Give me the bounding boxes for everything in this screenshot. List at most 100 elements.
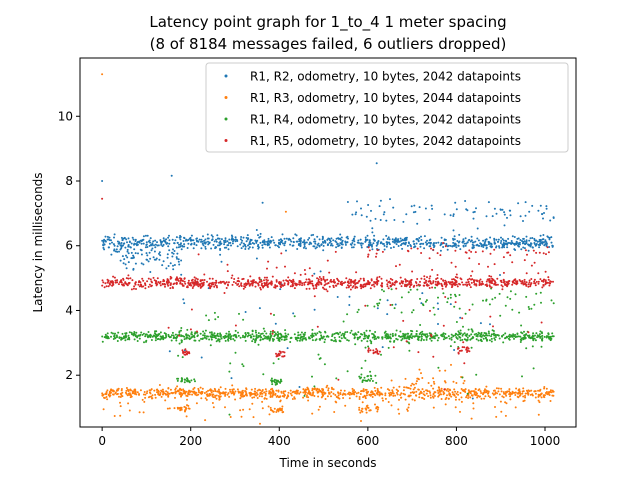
data-point: [316, 325, 319, 328]
data-point: [378, 391, 381, 394]
legend-marker: [224, 117, 228, 121]
data-point: [361, 242, 364, 245]
data-point: [261, 244, 264, 247]
data-point: [425, 336, 428, 339]
data-point: [328, 271, 331, 274]
data-point: [366, 340, 369, 343]
data-point: [268, 339, 271, 342]
data-point: [215, 285, 218, 287]
data-point: [387, 236, 390, 239]
data-point: [382, 213, 385, 216]
data-point: [153, 244, 155, 247]
data-point: [407, 406, 410, 409]
data-point: [421, 330, 424, 333]
data-point: [154, 396, 157, 399]
data-point: [185, 390, 188, 393]
data-point: [215, 340, 218, 343]
data-point: [217, 338, 220, 341]
data-point: [390, 288, 393, 291]
data-point: [432, 392, 435, 395]
data-point: [146, 254, 149, 257]
data-point: [113, 276, 116, 279]
data-point: [128, 393, 131, 396]
data-point: [484, 337, 487, 340]
data-point: [318, 281, 321, 284]
data-point: [408, 394, 411, 397]
data-point: [452, 213, 455, 216]
data-point: [237, 331, 239, 334]
data-point: [150, 284, 153, 287]
data-point: [154, 243, 157, 246]
data-point: [475, 284, 478, 287]
data-point: [239, 394, 242, 397]
data-point: [251, 396, 254, 399]
data-point: [545, 253, 547, 256]
data-point: [104, 333, 107, 336]
data-point: [303, 337, 306, 340]
data-point: [124, 339, 127, 342]
data-point: [112, 332, 114, 335]
data-point: [357, 239, 360, 242]
data-point: [259, 334, 262, 337]
data-point: [231, 242, 234, 245]
data-point: [283, 282, 286, 285]
data-point: [351, 242, 354, 244]
data-point: [401, 282, 404, 285]
data-point: [531, 334, 534, 337]
data-point: [334, 284, 337, 287]
data-point: [196, 335, 199, 338]
data-point: [537, 282, 540, 285]
data-point: [219, 243, 222, 246]
data-point: [360, 367, 363, 370]
data-point: [532, 367, 535, 370]
data-point: [209, 286, 212, 289]
data-point: [343, 333, 346, 335]
data-point: [183, 302, 186, 305]
data-point: [446, 248, 449, 251]
data-point: [178, 342, 181, 345]
data-point: [449, 345, 452, 348]
data-point: [552, 335, 555, 338]
data-point: [547, 332, 550, 335]
data-point: [346, 281, 349, 284]
data-point: [157, 393, 160, 396]
data-point: [376, 307, 379, 310]
data-point: [229, 390, 232, 393]
data-point: [522, 387, 525, 390]
data-point: [153, 250, 156, 253]
data-point: [179, 409, 182, 412]
data-point: [336, 296, 339, 298]
data-point: [284, 332, 287, 335]
data-point: [308, 278, 311, 281]
data-point: [494, 338, 497, 341]
data-point: [514, 280, 517, 283]
data-point: [418, 396, 421, 399]
data-point: [472, 407, 475, 410]
data-point: [528, 279, 531, 282]
data-point: [527, 306, 530, 308]
data-point: [372, 333, 375, 336]
data-point: [425, 338, 428, 341]
data-point: [469, 338, 472, 341]
data-point: [520, 282, 523, 285]
data-point: [292, 241, 295, 244]
data-point: [229, 333, 232, 336]
data-point: [369, 370, 372, 373]
data-point: [272, 362, 275, 365]
data-point: [547, 392, 550, 395]
data-point: [359, 393, 362, 395]
data-point: [398, 398, 400, 401]
data-point: [495, 283, 498, 286]
data-point: [131, 236, 134, 239]
data-point: [263, 276, 266, 279]
data-point: [104, 393, 107, 395]
data-point: [548, 394, 551, 396]
data-point: [522, 400, 525, 403]
data-point: [258, 307, 261, 310]
data-point: [462, 238, 465, 241]
data-point: [171, 331, 174, 334]
data-point: [481, 282, 484, 285]
data-point: [286, 280, 289, 282]
data-point: [542, 278, 545, 281]
data-point: [245, 236, 248, 239]
